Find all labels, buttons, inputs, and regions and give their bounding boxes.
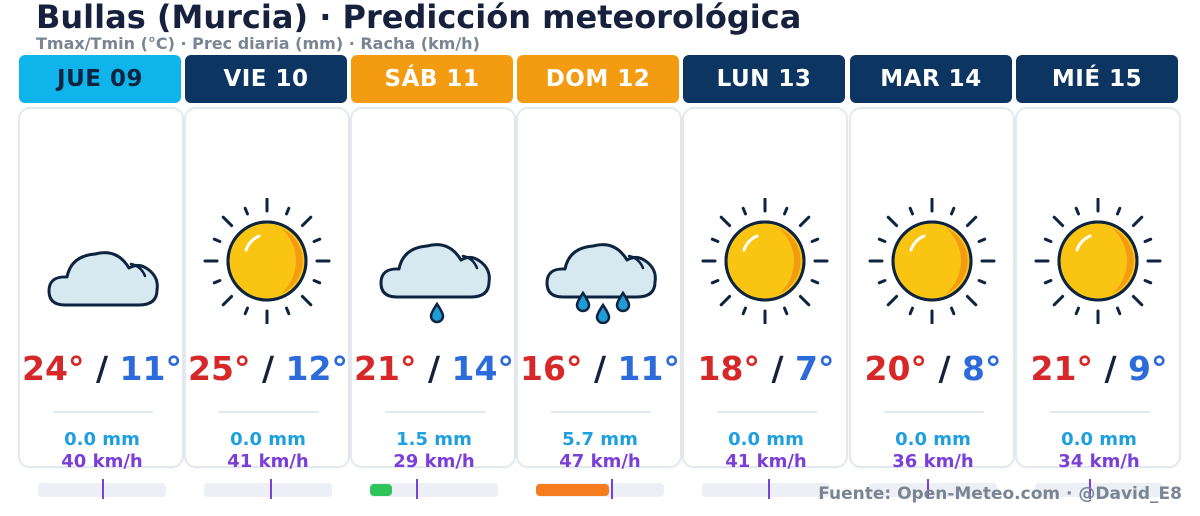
precipitation-value: 0.0 mm: [1061, 429, 1137, 450]
day-card: 16° / 11° 5.7 mm 47 km/h: [516, 107, 682, 499]
gust-marker: [269, 479, 272, 499]
gust-marker: [102, 479, 104, 499]
day-card: 21° / 9° 0.0 mm 34 km/h: [1015, 107, 1181, 499]
day-header: MIÉ 15: [1016, 55, 1178, 103]
temp-separator: /: [593, 349, 607, 388]
gust-marker: [926, 479, 929, 499]
precipitation-value: 1.5 mm: [396, 429, 472, 450]
precip-bar: [869, 479, 997, 499]
source-credit: Fuente: Open-Meteo.com · @David_E8: [818, 484, 1182, 504]
day-header: JUE 09: [19, 55, 181, 103]
day-header: LUN 13: [683, 55, 845, 103]
precipitation-value: 0.0 mm: [64, 429, 140, 450]
tmax-value: 24°: [22, 349, 85, 388]
temperature-range: 16° / 11°: [512, 349, 688, 388]
day-card: 21° / 14° 1.5 mm 29 km/h: [350, 107, 516, 499]
gust-marker: [611, 479, 614, 499]
sun-icon: [862, 197, 1002, 325]
wind-gust-value: 36 km/h: [892, 451, 974, 472]
sun-icon: [695, 197, 835, 325]
wind-gust-value: 41 km/h: [725, 451, 807, 472]
tmax-value: 16°: [520, 349, 583, 388]
temp-separator: /: [1104, 349, 1117, 388]
tmin-value: 11°: [617, 349, 680, 388]
tmin-value: 9°: [1128, 349, 1168, 388]
divider: [717, 411, 817, 413]
wind-gust-value: 29 km/h: [393, 451, 475, 472]
showers-cloud-icon: [529, 198, 669, 325]
precipitation-value: 0.0 mm: [728, 429, 804, 450]
precip-bar: [370, 479, 498, 499]
day-header: MAR 14: [850, 55, 1012, 103]
tmax-value: 18°: [697, 349, 760, 388]
day-card: 24° / 11° 0.0 mm 40 km/h: [18, 107, 184, 499]
divider: [551, 411, 651, 413]
wind-gust-value: 40 km/h: [61, 451, 143, 472]
tmin-value: 11°: [119, 349, 182, 388]
tmin-value: 8°: [962, 349, 1002, 388]
precip-bar: [702, 479, 830, 499]
temperature-range: 25° / 12°: [180, 349, 356, 388]
day-header: DOM 12: [517, 55, 679, 103]
rain-cloud-icon: [363, 198, 503, 324]
divider: [884, 411, 984, 413]
temp-separator: /: [427, 349, 441, 388]
wind-gust-value: 41 km/h: [227, 451, 309, 472]
gust-marker: [1089, 479, 1092, 499]
temp-separator: /: [771, 349, 784, 388]
temperature-range: 18° / 7°: [678, 349, 854, 388]
tmin-value: 14°: [451, 349, 514, 388]
temperature-range: 20° / 8°: [845, 349, 1021, 388]
day-card: 25° / 12° 0.0 mm 41 km/h: [184, 107, 350, 499]
precip-bar: [536, 479, 664, 499]
wind-gust-value: 34 km/h: [1058, 451, 1140, 472]
sun-icon: [1028, 197, 1168, 325]
precipitation-value: 0.0 mm: [230, 429, 306, 450]
temp-separator: /: [938, 349, 951, 388]
divider: [53, 411, 153, 413]
cloud-icon: [31, 198, 171, 324]
precip-bar: [204, 479, 332, 499]
wind-gust-value: 47 km/h: [559, 451, 641, 472]
temperature-range: 21° / 9°: [1011, 349, 1187, 388]
tmax-value: 25°: [188, 349, 251, 388]
sun-icon: [197, 197, 337, 325]
tmax-value: 21°: [354, 349, 417, 388]
precipitation-value: 5.7 mm: [562, 429, 638, 450]
temp-separator: /: [261, 349, 275, 388]
temperature-range: 21° / 14°: [346, 349, 522, 388]
temp-separator: /: [95, 349, 109, 388]
precip-bar: [38, 479, 166, 499]
divider: [385, 411, 485, 413]
day-card: 20° / 8° 0.0 mm 36 km/h: [849, 107, 1015, 499]
precip-bar-fill: [370, 484, 392, 496]
page-title: Bullas (Murcia) · Predicción meteorológi…: [36, 0, 802, 36]
day-header: VIE 10: [185, 55, 347, 103]
tmax-value: 20°: [864, 349, 927, 388]
day-card: 18° / 7° 0.0 mm 41 km/h: [682, 107, 848, 499]
precipitation-value: 0.0 mm: [895, 429, 971, 450]
temperature-range: 24° / 11°: [14, 349, 190, 388]
divider: [219, 411, 319, 413]
tmin-value: 7°: [795, 349, 835, 388]
page-subtitle: Tmax/Tmin (°C) · Prec diaria (mm) · Rach…: [36, 34, 480, 53]
day-header: SÁB 11: [351, 55, 513, 103]
tmin-value: 12°: [285, 349, 348, 388]
precip-bar-fill: [536, 484, 609, 496]
divider: [1050, 411, 1150, 413]
gust-marker: [416, 479, 419, 499]
precip-bar: [1035, 479, 1163, 499]
gust-marker: [767, 479, 770, 499]
tmax-value: 21°: [1030, 349, 1093, 388]
